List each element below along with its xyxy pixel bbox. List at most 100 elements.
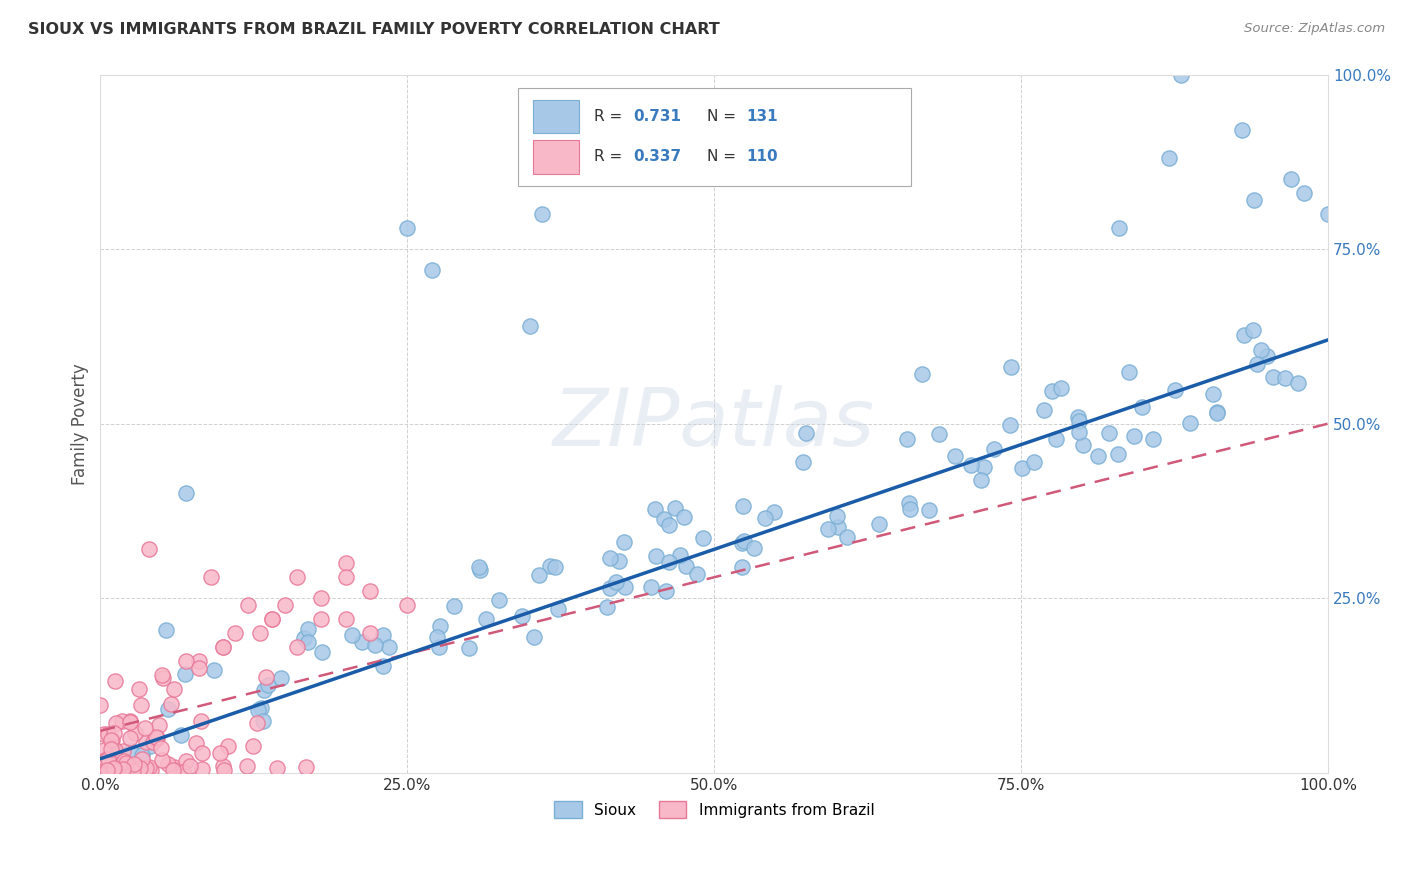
Text: ZIPatlas: ZIPatlas — [553, 384, 876, 463]
Point — [246, 716, 269, 731]
Point — [1170, 68, 1192, 82]
Point — [960, 458, 983, 472]
Point — [150, 741, 173, 756]
Point — [90, 758, 112, 772]
Point — [187, 654, 209, 668]
Point — [731, 499, 754, 513]
Point — [103, 744, 125, 758]
Legend: Sioux, Immigrants from Brazil: Sioux, Immigrants from Brazil — [548, 795, 880, 824]
Point — [1098, 425, 1121, 440]
Point — [1292, 186, 1315, 201]
Point — [139, 739, 162, 753]
Point — [531, 207, 554, 221]
Text: N =: N = — [707, 109, 741, 124]
Point — [121, 758, 143, 772]
Point — [157, 701, 180, 715]
Point — [733, 533, 755, 548]
Point — [103, 749, 125, 764]
Point — [599, 581, 621, 595]
Point — [817, 522, 839, 536]
Point — [373, 658, 395, 673]
Point — [311, 591, 333, 606]
Point — [911, 367, 934, 381]
Point — [129, 698, 152, 713]
Point — [124, 726, 146, 740]
Point — [1118, 365, 1140, 379]
Point — [1122, 429, 1144, 443]
Point — [973, 460, 995, 475]
Point — [359, 626, 381, 640]
Point — [1022, 455, 1045, 469]
Point — [262, 612, 284, 626]
Point — [645, 549, 668, 563]
Point — [1011, 460, 1033, 475]
Point — [1130, 400, 1153, 414]
Point — [250, 700, 273, 714]
Point — [1142, 432, 1164, 446]
Point — [396, 221, 419, 235]
Point — [235, 758, 257, 772]
Point — [613, 534, 636, 549]
Point — [1164, 383, 1187, 397]
Point — [527, 568, 550, 582]
Point — [94, 753, 117, 767]
Point — [254, 670, 277, 684]
Point — [174, 667, 197, 681]
Point — [120, 744, 142, 758]
Point — [731, 535, 754, 549]
Point — [155, 623, 177, 637]
Point — [152, 671, 174, 685]
Point — [744, 541, 766, 555]
Point — [364, 638, 387, 652]
Point — [1274, 371, 1296, 385]
Point — [285, 640, 308, 654]
Point — [138, 760, 160, 774]
Point — [103, 760, 125, 774]
Point — [335, 612, 357, 626]
Point — [124, 756, 146, 771]
Text: N =: N = — [707, 149, 741, 164]
Point — [190, 714, 212, 728]
Point — [212, 640, 235, 654]
Point — [1317, 207, 1340, 221]
Point — [311, 612, 333, 626]
Point — [943, 449, 966, 463]
Point — [174, 754, 197, 768]
Point — [898, 496, 921, 510]
Point — [129, 761, 152, 775]
Point — [1246, 357, 1268, 371]
Point — [104, 742, 127, 756]
Point — [1087, 449, 1109, 463]
Point — [1256, 349, 1278, 363]
Point — [1067, 425, 1090, 439]
Text: 131: 131 — [747, 109, 778, 124]
Text: 0.337: 0.337 — [633, 149, 682, 164]
FancyBboxPatch shape — [517, 88, 911, 186]
Point — [640, 580, 662, 594]
Point — [378, 640, 401, 655]
Point — [1206, 405, 1229, 419]
Point — [159, 698, 181, 712]
Point — [163, 763, 186, 777]
Text: 0.731: 0.731 — [633, 109, 682, 124]
Point — [179, 758, 201, 772]
Text: SIOUX VS IMMIGRANTS FROM BRAZIL FAMILY POVERTY CORRELATION CHART: SIOUX VS IMMIGRANTS FROM BRAZIL FAMILY P… — [28, 22, 720, 37]
Point — [131, 752, 153, 766]
Point — [142, 735, 165, 749]
Bar — [533, 140, 579, 174]
Point — [658, 518, 681, 533]
Point — [285, 570, 308, 584]
Point — [896, 432, 918, 446]
Point — [420, 263, 443, 277]
Point — [295, 760, 318, 774]
Point — [156, 756, 179, 771]
Point — [468, 560, 491, 574]
Point — [150, 753, 173, 767]
Point — [100, 741, 122, 756]
Point — [605, 575, 627, 590]
Point — [614, 580, 637, 594]
Point — [100, 732, 122, 747]
Point — [112, 744, 135, 758]
Point — [1108, 221, 1130, 235]
Point — [212, 640, 235, 654]
